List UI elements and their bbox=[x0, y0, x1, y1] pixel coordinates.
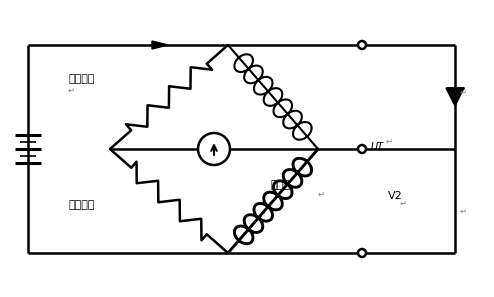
Polygon shape bbox=[152, 41, 168, 49]
Text: UT: UT bbox=[370, 142, 383, 152]
Text: ↵: ↵ bbox=[68, 86, 75, 94]
Polygon shape bbox=[446, 88, 464, 106]
Text: ↵: ↵ bbox=[400, 198, 407, 208]
Text: ↵: ↵ bbox=[460, 206, 467, 216]
Text: V2: V2 bbox=[388, 191, 403, 201]
Text: 测量桥: 测量桥 bbox=[270, 180, 290, 190]
Text: ↵: ↵ bbox=[460, 88, 467, 97]
Text: ↵: ↵ bbox=[386, 137, 393, 146]
Text: 固定电阻: 固定电阻 bbox=[68, 74, 94, 84]
Text: ↵: ↵ bbox=[318, 189, 325, 198]
Text: 固定电阻: 固定电阻 bbox=[68, 200, 94, 210]
